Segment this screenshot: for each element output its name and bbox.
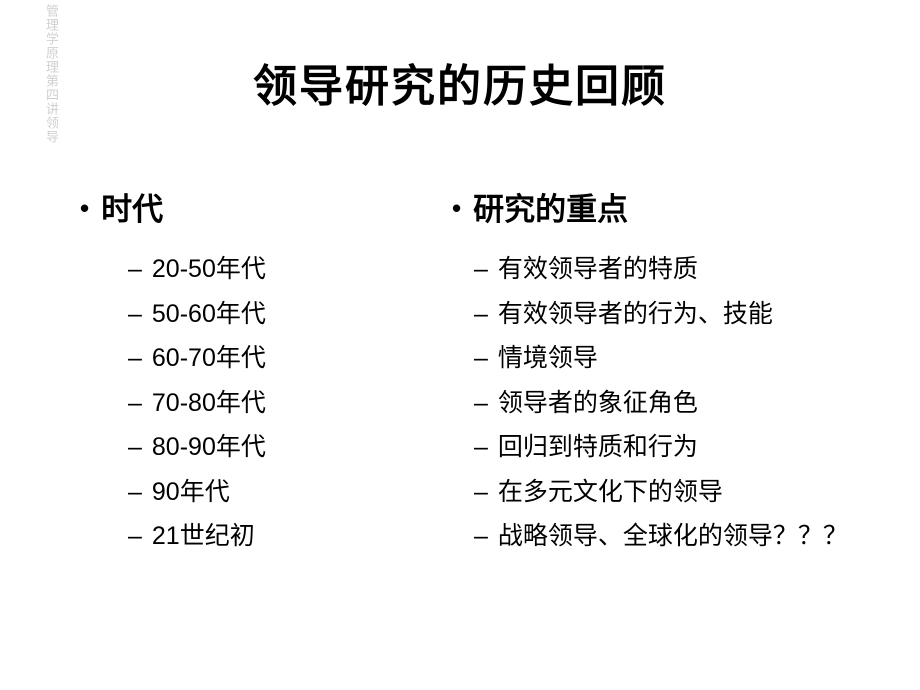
dash-icon: – — [128, 381, 142, 426]
list-item: –90年代 — [128, 470, 412, 515]
item-text: 50-60年代 — [152, 292, 266, 337]
list-item: –在多元文化下的领导 — [474, 470, 880, 515]
dash-icon: – — [128, 336, 142, 381]
item-text: 在多元文化下的领导 — [498, 470, 723, 515]
left-column: • 时代 –20-50年代 –50-60年代 –60-70年代 –70-80年代… — [60, 184, 412, 559]
bullet-icon: • — [452, 195, 461, 221]
dash-icon: – — [474, 292, 488, 337]
left-sublist: –20-50年代 –50-60年代 –60-70年代 –70-80年代 –80-… — [60, 247, 412, 559]
item-text: 80-90年代 — [152, 425, 266, 470]
right-sublist: –有效领导者的特质 –有效领导者的行为、技能 –情境领导 –领导者的象征角色 –… — [432, 247, 880, 559]
dash-icon: – — [128, 470, 142, 515]
item-text: 70-80年代 — [152, 381, 266, 426]
item-text: 90年代 — [152, 470, 230, 515]
list-item: –60-70年代 — [128, 336, 412, 381]
list-item: –21世纪初 — [128, 514, 412, 559]
item-text: 21世纪初 — [152, 514, 255, 559]
item-text: 20-50年代 — [152, 247, 266, 292]
list-item: –有效领导者的行为、技能 — [474, 292, 880, 337]
list-item: –有效领导者的特质 — [474, 247, 880, 292]
list-item: –80-90年代 — [128, 425, 412, 470]
dash-icon: – — [128, 292, 142, 337]
dash-icon: – — [474, 381, 488, 426]
slide-content: 领导研究的历史回顾 • 时代 –20-50年代 –50-60年代 –60-70年… — [0, 0, 920, 690]
item-text: 60-70年代 — [152, 336, 266, 381]
dash-icon: – — [128, 425, 142, 470]
item-text: 领导者的象征角色 — [498, 381, 698, 426]
dash-icon: – — [128, 514, 142, 559]
left-header-text: 时代 — [101, 184, 163, 229]
item-text: 有效领导者的行为、技能 — [498, 292, 773, 337]
list-item: –70-80年代 — [128, 381, 412, 426]
list-item: –战略领导、全球化的领导？？？ — [474, 514, 880, 559]
right-header-text: 研究的重点 — [473, 184, 628, 229]
dash-icon: – — [474, 514, 488, 559]
list-item: –50-60年代 — [128, 292, 412, 337]
dash-icon: – — [128, 247, 142, 292]
dash-icon: – — [474, 247, 488, 292]
list-item: –领导者的象征角色 — [474, 381, 880, 426]
list-item: –20-50年代 — [128, 247, 412, 292]
dash-icon: – — [474, 470, 488, 515]
left-column-header: • 时代 — [60, 184, 412, 229]
item-text: 有效领导者的特质 — [498, 247, 698, 292]
item-text: 回归到特质和行为 — [498, 425, 698, 470]
item-text: 战略领导、全球化的领导？？？ — [498, 514, 848, 559]
slide-title: 领导研究的历史回顾 — [60, 50, 860, 114]
bullet-icon: • — [80, 195, 89, 221]
item-text: 情境领导 — [498, 336, 598, 381]
right-column-header: • 研究的重点 — [432, 184, 880, 229]
list-item: –回归到特质和行为 — [474, 425, 880, 470]
watermark-text: 管理学原理第四讲领导 — [42, 4, 61, 144]
right-column: • 研究的重点 –有效领导者的特质 –有效领导者的行为、技能 –情境领导 –领导… — [432, 184, 880, 559]
dash-icon: – — [474, 425, 488, 470]
dash-icon: – — [474, 336, 488, 381]
list-item: –情境领导 — [474, 336, 880, 381]
columns-container: • 时代 –20-50年代 –50-60年代 –60-70年代 –70-80年代… — [60, 184, 860, 559]
